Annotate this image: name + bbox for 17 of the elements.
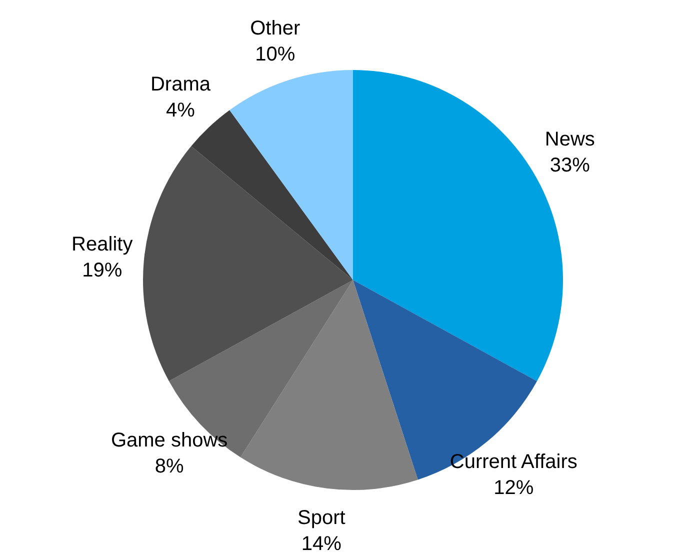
data-label: 12%: [494, 477, 534, 500]
pie-slice: [240, 280, 418, 490]
data-label: 8%: [154, 456, 184, 478]
slice-label: Reality: [72, 233, 133, 256]
pie-slice: [168, 280, 353, 458]
data-label: 19%: [82, 259, 122, 282]
slice-label: Drama: [150, 73, 212, 96]
data-label: 33%: [550, 154, 590, 177]
pie-slice: [143, 146, 353, 382]
data-label: 10%: [255, 43, 296, 66]
pie-slice: [230, 70, 353, 280]
slice-label: News: [544, 128, 595, 151]
slice-label: Sport: [298, 507, 346, 530]
data-label: 14%: [301, 533, 342, 553]
slice-label: Other: [250, 17, 300, 40]
slice-label: Current Affairs: [450, 451, 578, 474]
data-label: 4%: [166, 99, 196, 122]
